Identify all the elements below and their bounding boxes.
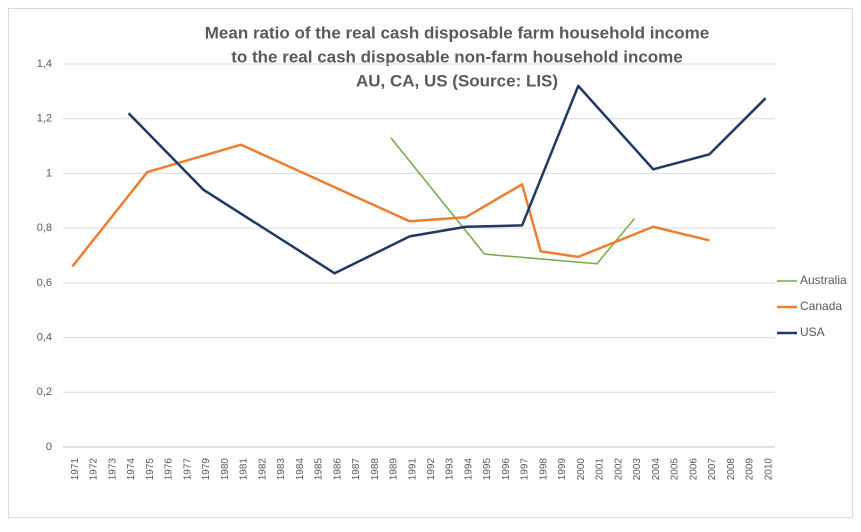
x-tick-label: 1981 [239, 458, 250, 481]
x-tick-label: 1995 [482, 458, 493, 481]
y-tick-label: 1,4 [37, 58, 52, 70]
x-tick-label: 2003 [632, 458, 643, 481]
x-tick-label: 1984 [295, 458, 306, 481]
x-tick-label: 1971 [70, 458, 81, 481]
y-tick-label: 1,2 [37, 113, 52, 125]
x-tick-label: 1998 [538, 458, 549, 481]
series-line [127, 84, 767, 275]
x-tick-label: 1989 [389, 458, 400, 481]
x-tick-label: 1993 [445, 458, 456, 481]
x-tick-label: 2006 [688, 458, 699, 481]
x-tick-label: 1979 [201, 458, 212, 481]
x-tick-label: 2001 [595, 458, 606, 481]
x-tick-label: 1973 [107, 458, 118, 481]
x-tick-label: 1997 [520, 458, 531, 481]
x-tick-label: 2002 [613, 458, 624, 481]
x-tick-label: 1994 [463, 458, 474, 481]
x-tick-label: 1991 [407, 458, 418, 481]
x-tick-label: 1983 [276, 458, 287, 481]
y-tick-label: 1 [46, 167, 52, 179]
x-tick-label: 2010 [763, 458, 774, 481]
x-tick-label: 2008 [726, 458, 737, 481]
x-tick-label: 1988 [370, 458, 381, 481]
x-tick-label: 1972 [89, 458, 100, 481]
x-tick-label: 1992 [426, 458, 437, 481]
x-tick-label: 1974 [126, 458, 137, 481]
y-tick-label: 0,4 [37, 331, 52, 343]
x-tick-label: 1977 [182, 458, 193, 481]
y-tick-label: 0 [46, 441, 52, 453]
x-tick-label: 1985 [314, 458, 325, 481]
chart-title: Mean ratio of the real cash disposable f… [205, 23, 709, 42]
x-tick-label: 1996 [501, 458, 512, 481]
legend-label: Canada [800, 299, 842, 313]
y-tick-label: 0,8 [37, 222, 52, 234]
y-tick-label: 0,2 [37, 386, 52, 398]
chart-border [8, 8, 853, 518]
legend-label: USA [800, 325, 825, 339]
x-tick-label: 1982 [257, 458, 268, 481]
x-tick-label: 2005 [670, 458, 681, 481]
series-line [71, 143, 710, 268]
x-tick-label: 2000 [576, 458, 587, 481]
x-tick-label: 1999 [557, 458, 568, 481]
x-tick-label: 1986 [332, 458, 343, 481]
x-tick-label: 1975 [145, 458, 156, 481]
y-tick-label: 0,6 [37, 277, 52, 289]
x-tick-label: 1976 [164, 458, 175, 481]
x-tick-label: 2007 [707, 458, 718, 481]
chart-title: to the real cash disposable non-farm hou… [231, 47, 683, 66]
x-tick-label: 1987 [351, 458, 362, 481]
x-tick-label: 1980 [220, 458, 231, 481]
x-tick-label: 2004 [651, 458, 662, 481]
x-tick-label: 2009 [745, 458, 756, 481]
legend-label: Australia [800, 273, 847, 287]
chart-title: AU, CA, US (Source: LIS) [356, 71, 558, 90]
